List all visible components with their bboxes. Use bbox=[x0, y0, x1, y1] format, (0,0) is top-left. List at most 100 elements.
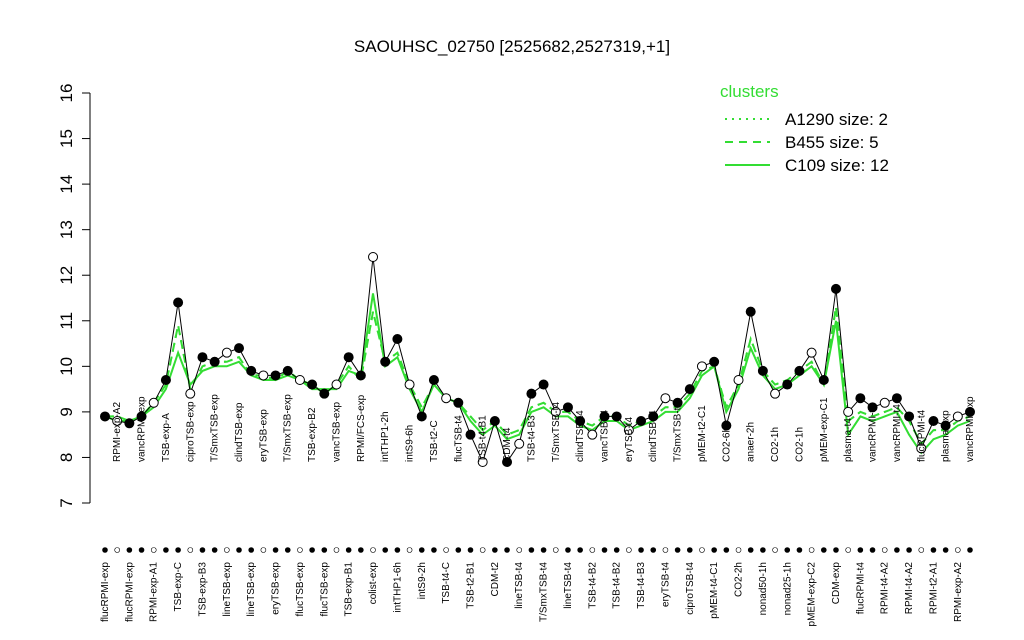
sample-point bbox=[587, 429, 598, 440]
x-tick-label: TSB-t4-B3 bbox=[526, 415, 537, 462]
sample-dot bbox=[662, 547, 669, 553]
x-tick-label: TSB-exp-C bbox=[173, 562, 184, 611]
y-tick-label: 16 bbox=[57, 84, 76, 103]
sample-point bbox=[562, 402, 573, 413]
x-tick-label: pMEM-exp-C2 bbox=[807, 562, 818, 627]
x-tick-label: TSB-exp-A bbox=[161, 413, 172, 462]
x-tick-label: intS9-2h bbox=[417, 562, 428, 599]
sample-point bbox=[891, 393, 902, 404]
sample-dot bbox=[321, 547, 328, 553]
sample-point bbox=[867, 402, 878, 413]
sample-dot bbox=[309, 547, 315, 553]
sample-point bbox=[221, 347, 232, 358]
x-tick-label: T/SmxTSB-exp bbox=[210, 394, 221, 462]
sample-dot bbox=[540, 547, 547, 553]
x-tick-label: RPMI-t4-A2 bbox=[880, 562, 891, 615]
sample-dot bbox=[796, 547, 803, 553]
x-tick-label: RPMI-t4-A2 bbox=[904, 562, 915, 615]
sample-dot bbox=[138, 547, 145, 553]
sample-dot bbox=[881, 547, 888, 553]
sample-dot bbox=[224, 547, 230, 553]
sample-dot bbox=[626, 547, 632, 553]
sample-dot bbox=[735, 547, 742, 553]
x-tick-label: TSB-t2-B1 bbox=[465, 562, 476, 609]
sample-point bbox=[355, 370, 366, 381]
sample-point bbox=[465, 429, 476, 440]
x-tick-label: vancRPMI-exp bbox=[965, 396, 976, 462]
sample-point bbox=[160, 375, 171, 385]
sample-dot bbox=[760, 547, 766, 553]
chart-title: SAOUHSC_02750 [2525682,2527319,+1] bbox=[354, 37, 670, 56]
sample-dot bbox=[345, 547, 352, 553]
sample-point bbox=[733, 375, 744, 385]
sample-point bbox=[916, 443, 927, 454]
sample-point bbox=[709, 356, 720, 367]
sample-dot bbox=[394, 547, 401, 553]
y-tick-label: 9 bbox=[57, 407, 76, 416]
x-tick-label: CDM-exp bbox=[831, 562, 842, 605]
x-tick-label: flucRPMI-t4 bbox=[916, 409, 927, 462]
sample-point bbox=[319, 388, 330, 399]
sample-point bbox=[965, 406, 975, 417]
x-tick-label: vancRPMI-exp bbox=[137, 396, 148, 462]
sample-dot bbox=[297, 547, 303, 553]
sample-dot bbox=[370, 547, 376, 553]
sample-dot bbox=[589, 547, 596, 553]
x-tick-label: flucTSB-t4 bbox=[453, 415, 464, 462]
sample-dot bbox=[772, 547, 778, 553]
x-tick-label: lineTSB-t4 bbox=[563, 562, 574, 609]
sample-dot bbox=[918, 547, 925, 553]
x-tick-label: CDM-t4 bbox=[502, 427, 513, 462]
x-tick-label: colist-exp bbox=[368, 562, 379, 605]
sample-dot bbox=[686, 547, 693, 553]
sample-dot bbox=[175, 547, 181, 553]
sample-dot bbox=[650, 547, 657, 553]
sample-dot bbox=[431, 547, 437, 553]
x-tick-label: TSB-exp-B1 bbox=[344, 562, 355, 617]
sample-point bbox=[282, 365, 293, 376]
sample-point bbox=[258, 370, 269, 381]
sample-point bbox=[294, 375, 305, 385]
sample-dot bbox=[857, 547, 864, 553]
sample-point bbox=[307, 379, 318, 390]
sample-dot bbox=[211, 547, 218, 553]
x-tick-label: pMEM-t4-C1 bbox=[709, 562, 720, 619]
sample-dot bbox=[272, 547, 279, 553]
x-tick-label: vancRPMI-t4 bbox=[868, 404, 879, 462]
sample-dot bbox=[930, 547, 937, 553]
sample-dot bbox=[821, 547, 827, 553]
x-tick-label: CO2-6h bbox=[721, 427, 732, 462]
sample-point bbox=[197, 352, 208, 363]
x-tick-label: TSB-t2-C bbox=[429, 420, 440, 462]
x-tick-label: clindTSB-exp bbox=[234, 402, 245, 462]
x-tick-label: flucRPMI-exp bbox=[100, 562, 111, 622]
sample-point bbox=[636, 416, 647, 426]
sample-dot bbox=[808, 547, 815, 553]
y-tick-label: 14 bbox=[57, 175, 76, 194]
sample-dot bbox=[333, 547, 340, 553]
sample-dot bbox=[613, 547, 620, 553]
x-tick-label: eryTSB-t4 bbox=[660, 562, 671, 607]
sample-dot bbox=[187, 547, 194, 553]
sample-dot bbox=[406, 547, 413, 553]
x-tick-label: T/SmxTSB-t4 bbox=[551, 402, 562, 462]
sample-point bbox=[538, 379, 549, 390]
sample-point bbox=[550, 406, 561, 417]
y-tick-label: 12 bbox=[57, 266, 76, 285]
sample-point bbox=[782, 379, 793, 390]
sample-dot bbox=[577, 547, 583, 553]
sample-point bbox=[380, 356, 391, 367]
y-tick-label: 8 bbox=[57, 453, 76, 462]
x-tick-label: RPMI/FCS-exp bbox=[356, 394, 367, 462]
x-tick-label: TSB-t4-B2 bbox=[587, 562, 598, 609]
x-tick-label: ciproTSB-exp bbox=[185, 401, 196, 462]
sample-point bbox=[599, 411, 610, 422]
x-tick-label: flucRPMI-exp bbox=[124, 562, 135, 622]
x-tick-label: nonad50-1h bbox=[758, 562, 769, 615]
sample-dot bbox=[358, 547, 364, 553]
sample-dot bbox=[504, 547, 510, 553]
legend-label: B455 size: 5 bbox=[785, 133, 879, 152]
x-tick-label: CO2-1h bbox=[770, 427, 781, 462]
sample-dot bbox=[102, 547, 108, 553]
